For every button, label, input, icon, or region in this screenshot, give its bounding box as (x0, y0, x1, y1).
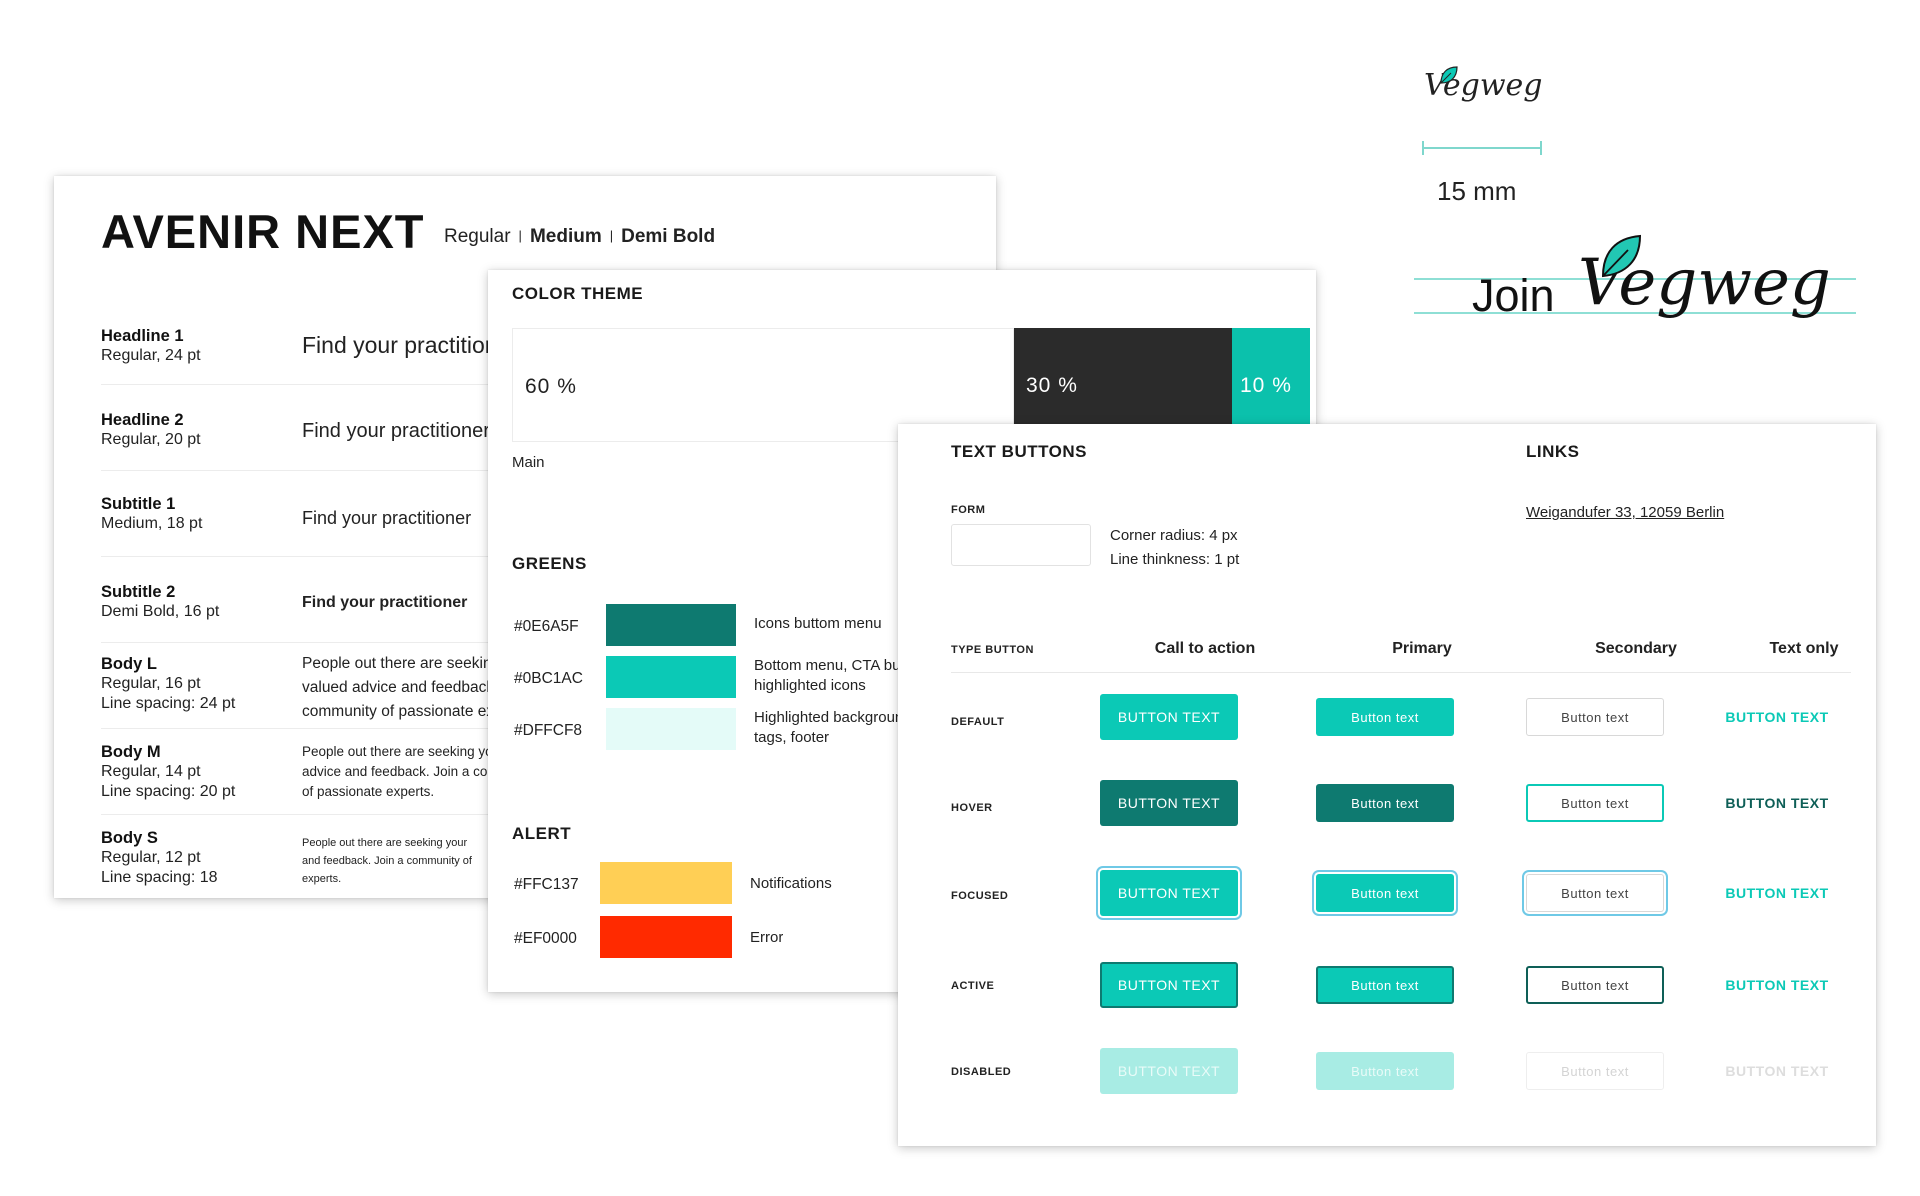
links-title: LINKS (1526, 442, 1580, 461)
green-swatch-1 (606, 604, 736, 646)
alert-hex-2: #EF0000 (514, 930, 577, 947)
form-specs: Corner radius: 4 px Line thinkness: 1 pt (1110, 527, 1240, 568)
measure-line (1422, 147, 1542, 149)
text-button-disabled: BUTTON TEXT (1725, 1063, 1829, 1079)
weight-separator: | (518, 228, 522, 243)
text-button-focused[interactable]: BUTTON TEXT (1725, 885, 1829, 901)
body-s-label: Body S Regular, 12 pt Line spacing: 18 (101, 829, 218, 886)
color-theme-title: COLOR THEME (512, 284, 644, 303)
address-link[interactable]: Weigandufer 33, 12059 Berlin (1526, 504, 1725, 521)
big-leaf-icon (1601, 234, 1642, 278)
greens-title: GREENS (512, 554, 587, 573)
logo-guide-bottom (1414, 312, 1856, 314)
text-button-hover[interactable]: BUTTON TEXT (1725, 795, 1829, 811)
headline-1-sample: Find your practitioner (302, 332, 519, 358)
state-default: DEFAULT (951, 716, 1005, 728)
subtitle-1-label: Subtitle 1 Medium, 18 pt (101, 495, 203, 532)
alert-swatch-error (600, 916, 732, 958)
state-active: ACTIVE (951, 980, 995, 992)
text-buttons-title: TEXT BUTTONS (951, 442, 1088, 461)
body-m-label: Body M Regular, 14 pt Line spacing: 20 p… (101, 743, 236, 800)
body-l-label: Body L Regular, 16 pt Line spacing: 24 p… (101, 655, 236, 712)
main-percentage: 60 % (525, 375, 577, 398)
headline-2-label: Headline 2 Regular, 20 pt (101, 411, 201, 448)
secondary-button-disabled: Button text (1526, 1052, 1664, 1090)
primary-button-focused[interactable]: Button text (1316, 874, 1454, 912)
primary-button-hover[interactable]: Button text (1316, 784, 1454, 822)
header-divider (951, 672, 1851, 673)
state-focused: FOCUSED (951, 890, 1009, 902)
join-text: Join (1472, 270, 1555, 321)
headline-2-sample: Find your practitioner (302, 420, 490, 442)
green-desc-1: Icons buttom menu (754, 615, 882, 632)
state-hover: HOVER (951, 802, 993, 814)
accent-percentage: 10 % (1240, 374, 1292, 397)
weight-demi-bold: Demi Bold (621, 226, 716, 247)
form-label: FORM (951, 504, 986, 516)
secondary-button-focused[interactable]: Button text (1526, 874, 1664, 912)
accent-color-block: 10 % (1232, 328, 1310, 442)
alert-desc-2: Error (750, 929, 784, 946)
cta-button-active[interactable]: BUTTON TEXT (1100, 962, 1238, 1008)
primary-button-active[interactable]: Button text (1316, 966, 1454, 1004)
alert-hex-1: #FFC137 (514, 876, 579, 893)
weight-separator: | (609, 228, 614, 243)
subtitle-2-label: Subtitle 2 Demi Bold, 16 pt (101, 583, 220, 620)
main-caption: Main (512, 454, 545, 471)
font-weights: Regular | Medium | Demi Bold (444, 226, 715, 248)
alert-desc-1: Notifications (750, 875, 832, 892)
col-call-to-action: Call to action (1154, 640, 1256, 657)
headline-1-label: Headline 1 Regular, 24 pt (101, 327, 201, 364)
alert-title: ALERT (512, 824, 572, 843)
weight-medium: Medium (529, 226, 602, 247)
secondary-button-default[interactable]: Button text (1526, 698, 1664, 736)
col-text-only: Text only (1769, 640, 1839, 657)
col-secondary: Secondary (1595, 640, 1677, 657)
green-swatch-3 (606, 708, 736, 750)
primary-button-disabled: Button text (1316, 1052, 1454, 1090)
text-button-default[interactable]: BUTTON TEXT (1725, 709, 1829, 725)
color-split-bar: 60 % 30 % 10 % (512, 328, 1310, 442)
secondary-button-active[interactable]: Button text (1526, 966, 1664, 1004)
green-swatch-2 (606, 656, 736, 698)
dark-color-block: 30 % (1014, 328, 1232, 442)
measure-tick-right (1540, 141, 1542, 155)
primary-button-default[interactable]: Button text (1316, 698, 1454, 736)
font-name-title: AVENIR NEXT (101, 205, 425, 258)
green-desc-2: Bottom menu, CTA buttons,highlighted ico… (754, 657, 904, 694)
form-input-example[interactable] (951, 524, 1091, 566)
text-button-active[interactable]: BUTTON TEXT (1725, 977, 1829, 993)
measure-label: 15 mm (1437, 176, 1517, 206)
cta-button-focused[interactable]: BUTTON TEXT (1100, 870, 1238, 916)
type-button-label: TYPE BUTTON (951, 644, 1034, 656)
small-leaf-icon (1440, 66, 1458, 84)
green-hex-3: #DFFCF8 (514, 722, 583, 739)
main-color-block: 60 % (512, 328, 1014, 442)
dark-percentage: 30 % (1026, 374, 1078, 397)
cta-button-default[interactable]: BUTTON TEXT (1100, 694, 1238, 740)
body-s-sample: People out there are seeking your and fe… (302, 837, 472, 885)
alert-swatch-notifications (600, 862, 732, 904)
logo-guide-top (1414, 278, 1856, 280)
weight-regular: Regular (444, 226, 511, 247)
body-l-sample: People out there are seeking valued advi… (302, 655, 533, 720)
green-desc-3: Highlighted background, tags, footer (754, 709, 904, 746)
green-hex-2: #0BC1AC (514, 670, 583, 687)
secondary-button-hover[interactable]: Button text (1526, 784, 1664, 822)
measure-tick-left (1422, 141, 1424, 155)
green-hex-1: #0E6A5F (514, 618, 579, 635)
body-m-sample: People out there are seeking your advice… (302, 744, 539, 799)
subtitle-1-sample: Find your practitioner (302, 508, 472, 528)
state-disabled: DISABLED (951, 1066, 1012, 1078)
text-buttons-card: TEXT BUTTONS LINKS FORM Corner radius: 4… (898, 424, 1876, 1146)
col-primary: Primary (1392, 640, 1452, 657)
cta-button-disabled: BUTTON TEXT (1100, 1048, 1238, 1094)
subtitle-2-sample: Find your practitioner (302, 594, 468, 611)
cta-button-hover[interactable]: BUTTON TEXT (1100, 780, 1238, 826)
